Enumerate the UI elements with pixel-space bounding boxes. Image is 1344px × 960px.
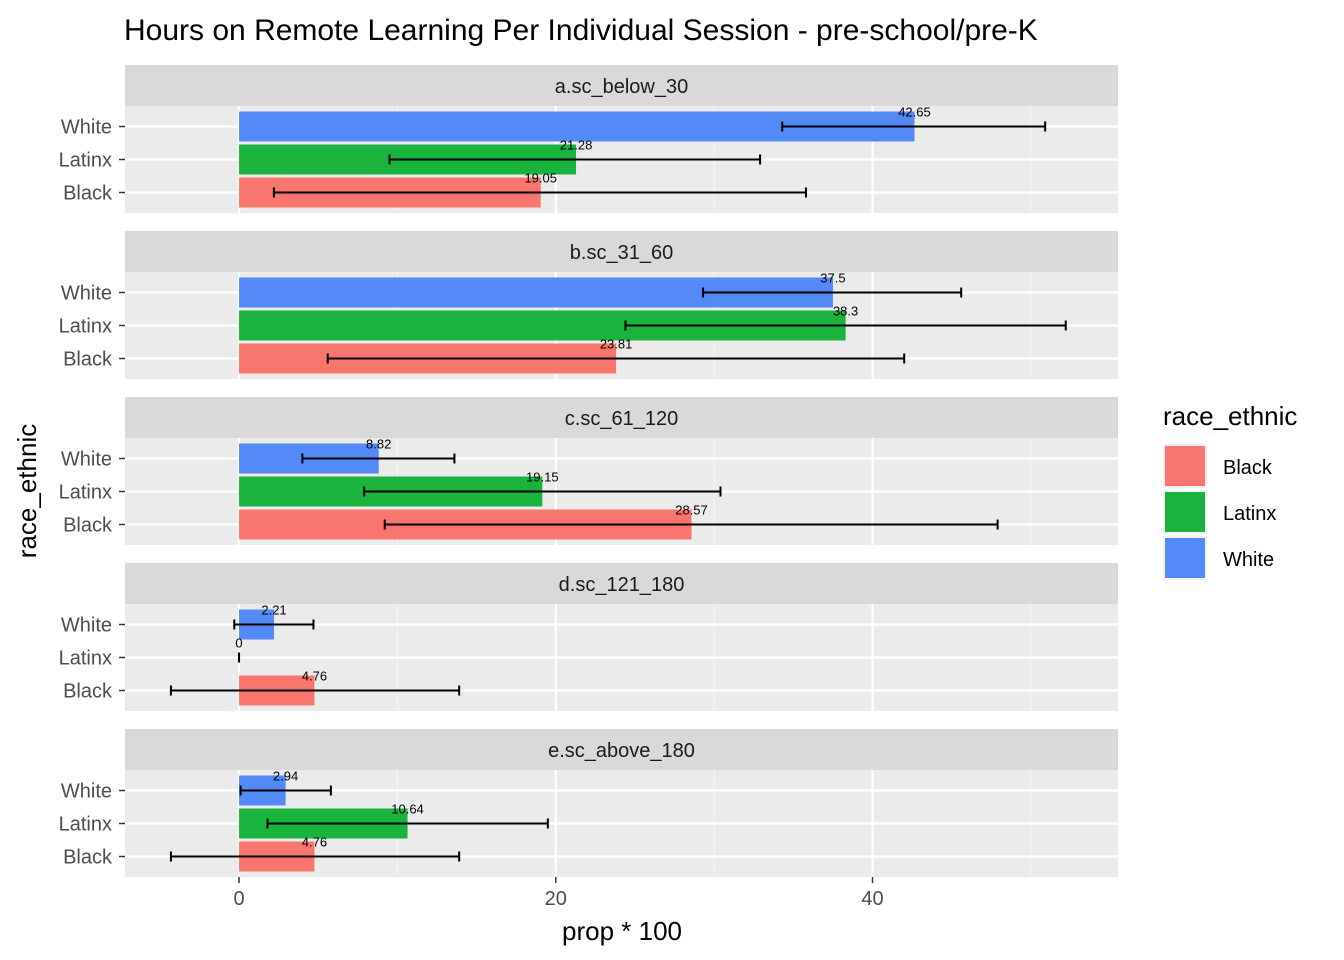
error-bar [272, 187, 808, 198]
y-tick-label: Black [63, 515, 113, 537]
data-label: 10.64 [391, 802, 424, 817]
data-label: 19.05 [524, 171, 557, 186]
data-label: 2.94 [273, 769, 298, 784]
y-tick-label: Black [63, 183, 113, 205]
data-label: 4.76 [302, 835, 327, 850]
y-tick-label: White [61, 283, 112, 305]
error-bar [169, 851, 461, 862]
error-bar [363, 486, 722, 497]
facet-strip [125, 397, 1118, 438]
error-bar [301, 453, 456, 464]
error-bar [383, 519, 999, 530]
legend-label: White [1223, 549, 1274, 571]
data-label: 23.81 [600, 337, 633, 352]
error-bar [266, 818, 549, 829]
facet-strip-label: c.sc_61_120 [565, 408, 678, 430]
data-label: 4.76 [302, 669, 327, 684]
legend: race_ethnic Black Latinx White [1163, 401, 1297, 580]
facet-strip [125, 563, 1118, 604]
y-tick-label: White [61, 449, 112, 471]
facet-panel: b.sc_31_60 White Latinx Black 37.5 38.3 23.81 [59, 231, 1118, 379]
facet-strip-label: d.sc_121_180 [559, 574, 685, 596]
y-tick-label: Latinx [59, 150, 112, 172]
facet-panel: e.sc_above_180 White Latinx Black 2.94 10.64 4… [59, 729, 1118, 877]
error-bar [781, 121, 1047, 132]
data-label: 19.15 [526, 470, 559, 485]
data-label: 21.28 [560, 138, 593, 153]
legend-label: Latinx [1223, 503, 1276, 525]
y-tick-label: White [61, 117, 112, 139]
data-label: 0 [235, 636, 242, 651]
error-bar [326, 353, 906, 364]
error-bar [239, 785, 332, 796]
x-tick-label: 40 [861, 888, 883, 910]
x-tick-label: 0 [233, 888, 244, 910]
x-axis-label: prop * 100 [562, 916, 682, 946]
data-label: 28.57 [675, 503, 708, 518]
data-label: 42.65 [898, 105, 931, 120]
y-tick-label: Black [63, 349, 113, 371]
error-bar [233, 619, 315, 630]
y-tick-label: Latinx [59, 482, 112, 504]
y-tick-label: White [61, 781, 112, 803]
facet-panel: a.sc_below_30 White Latinx Black 42.65 21.28 1… [59, 65, 1118, 213]
facet-strip-label: a.sc_below_30 [555, 76, 688, 98]
chart-title: Hours on Remote Learning Per Individual … [124, 14, 1038, 47]
y-tick-label: White [61, 615, 112, 637]
y-tick-label: Latinx [59, 814, 112, 836]
legend-swatch [1165, 538, 1205, 578]
data-label: 37.5 [820, 271, 845, 286]
facet-strip [125, 231, 1118, 272]
x-axis: 0 20 40 [233, 877, 884, 910]
facet-panel: d.sc_121_180 White Latinx Black 2.21 0 4.76 [59, 563, 1118, 711]
error-bar [702, 287, 963, 298]
facet-strip [125, 729, 1118, 770]
facet-strip [125, 65, 1118, 106]
legend-title: race_ethnic [1163, 401, 1297, 431]
facet-panel: c.sc_61_120 White Latinx Black 8.82 19.15 28.5… [59, 397, 1118, 545]
data-label: 8.82 [366, 437, 391, 452]
y-tick-label: Latinx [59, 316, 112, 338]
y-axis-label: race_ethnic [12, 424, 42, 558]
legend-label: Black [1223, 457, 1273, 479]
data-label: 2.21 [261, 603, 286, 618]
legend-swatch [1165, 446, 1205, 486]
error-bar [624, 320, 1067, 331]
error-bar [169, 685, 461, 696]
facet-strip-label: b.sc_31_60 [570, 242, 673, 264]
facet-strip-label: e.sc_above_180 [548, 740, 695, 762]
y-tick-label: Latinx [59, 648, 112, 670]
error-bar [388, 154, 762, 165]
facet-panels: a.sc_below_30 White Latinx Black 42.65 21.28 1… [59, 65, 1118, 877]
legend-swatch [1165, 492, 1205, 532]
data-label: 38.3 [833, 304, 858, 319]
y-tick-label: Black [63, 681, 113, 703]
x-tick-label: 20 [545, 888, 567, 910]
y-tick-label: Black [63, 847, 113, 869]
